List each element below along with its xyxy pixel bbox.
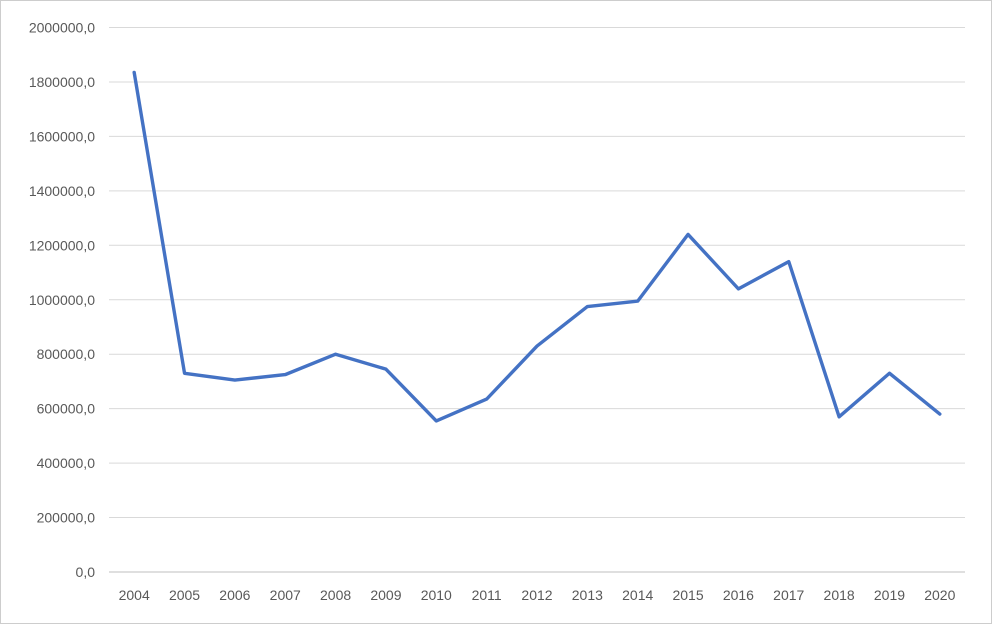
x-axis-tick-label: 2017: [773, 587, 804, 603]
y-axis-tick-label: 800000,0: [37, 346, 96, 362]
line-series: [132, 70, 942, 423]
x-axis-tick-label: 2004: [119, 587, 150, 603]
x-axis-tick-label: 2009: [370, 587, 401, 603]
x-axis-tick-label: 2020: [924, 587, 955, 603]
x-axis-tick-label: 2013: [572, 587, 603, 603]
y-axis-tick-label: 600000,0: [37, 401, 96, 417]
x-axis-tick-label: 2006: [219, 587, 250, 603]
y-axis-tick-label: 1000000,0: [29, 292, 95, 308]
x-axis-tick-label: 2011: [472, 587, 502, 603]
x-axis-tick-label: 2012: [521, 587, 552, 603]
x-axis-tick-label: 2010: [421, 587, 452, 603]
y-axis-tick-label: 400000,0: [37, 455, 96, 471]
y-axis-tick-label: 0,0: [76, 564, 96, 580]
y-axis-tick-label: 2000000,0: [29, 20, 95, 36]
x-axis-tick-label: 2005: [169, 587, 200, 603]
y-axis-tick-label: 1200000,0: [29, 237, 95, 253]
x-axis-tick-label: 2019: [874, 587, 905, 603]
x-axis-tick-label: 2014: [622, 587, 653, 603]
y-axis-tick-label: 1400000,0: [29, 183, 95, 199]
y-axis-tick-label: 1600000,0: [29, 128, 95, 144]
x-axis-tick-label: 2016: [723, 587, 754, 603]
x-axis-tick-label: 2007: [270, 587, 301, 603]
x-axis-tick-label: 2018: [824, 587, 855, 603]
y-axis-tick-label: 200000,0: [37, 510, 96, 526]
x-axis-tick-label: 2008: [320, 587, 351, 603]
x-axis-tick-label: 2015: [672, 587, 703, 603]
y-axis-tick-label: 1800000,0: [29, 74, 95, 90]
